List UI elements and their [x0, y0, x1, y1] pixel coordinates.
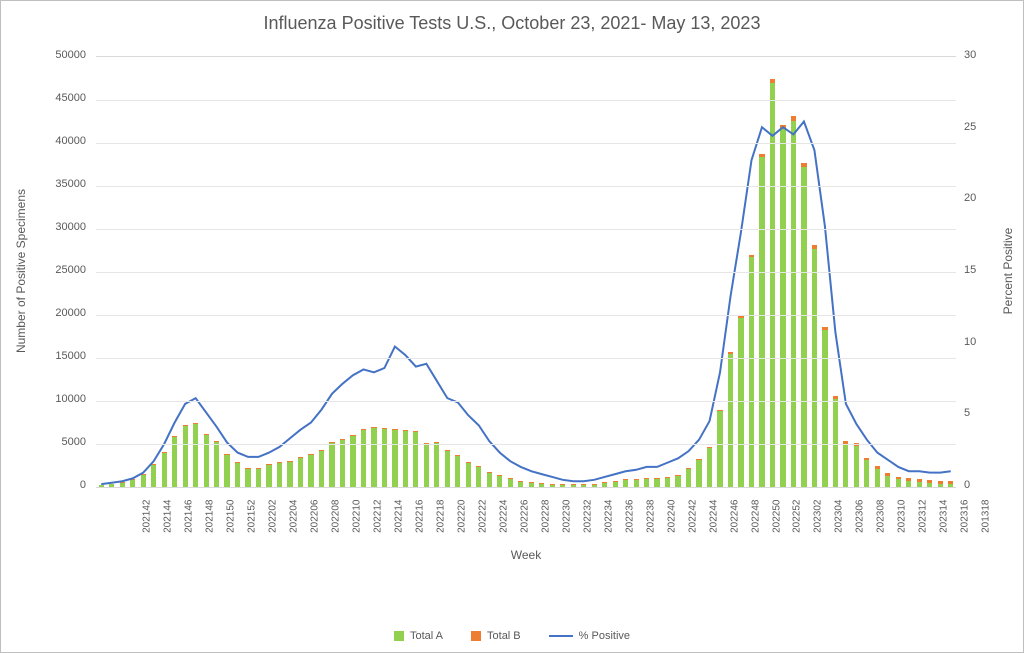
x-tick: 201318 [981, 500, 992, 550]
y-tick-left: 0 [1, 479, 86, 491]
x-tick: 202244 [708, 500, 719, 550]
x-tick: 202202 [268, 500, 279, 550]
x-tick: 202314 [939, 500, 950, 550]
x-tick: 202152 [247, 500, 258, 550]
x-tick: 202224 [498, 500, 509, 550]
x-tick: 202234 [603, 500, 614, 550]
x-axis-label: Week [96, 548, 956, 562]
x-tick: 202210 [352, 500, 363, 550]
x-tick: 202236 [624, 500, 635, 550]
x-tick: 202212 [372, 500, 383, 550]
x-tick: 202148 [205, 500, 216, 550]
x-tick: 202310 [897, 500, 908, 550]
x-tick: 202242 [687, 500, 698, 550]
y-axis-label-right: Percent Positive [1001, 228, 1015, 315]
y-tick-right: 5 [964, 407, 970, 419]
y-tick-left: 25000 [1, 264, 86, 276]
pct-positive-line [101, 122, 951, 485]
legend-swatch-total-b [471, 631, 481, 641]
y-tick-right: 20 [964, 192, 976, 204]
legend-label-pct-positive: % Positive [579, 630, 630, 642]
legend-swatch-total-a [394, 631, 404, 641]
x-tick: 202316 [960, 500, 971, 550]
x-tick: 202240 [666, 500, 677, 550]
y-tick-left: 40000 [1, 135, 86, 147]
x-tick: 202230 [561, 500, 572, 550]
y-tick-left: 30000 [1, 221, 86, 233]
x-tick: 202250 [771, 500, 782, 550]
y-tick-left: 5000 [1, 436, 86, 448]
y-tick-left: 35000 [1, 178, 86, 190]
x-tick: 202220 [456, 500, 467, 550]
legend-label-total-b: Total B [487, 630, 521, 642]
x-tick: 202252 [792, 500, 803, 550]
y-tick-left: 15000 [1, 350, 86, 362]
legend-item-pct-positive: % Positive [549, 630, 630, 642]
x-tick: 202206 [310, 500, 321, 550]
chart-title: Influenza Positive Tests U.S., October 2… [1, 13, 1023, 34]
x-tick: 202228 [540, 500, 551, 550]
x-tick: 202238 [645, 500, 656, 550]
y-tick-right: 30 [964, 49, 976, 61]
flu-chart-frame: Influenza Positive Tests U.S., October 2… [0, 0, 1024, 653]
legend: Total A Total B % Positive [1, 630, 1023, 642]
x-tick: 202204 [289, 500, 300, 550]
legend-label-total-a: Total A [410, 630, 443, 642]
y-tick-right: 15 [964, 264, 976, 276]
legend-item-total-b: Total B [471, 630, 521, 642]
x-tick: 202232 [582, 500, 593, 550]
x-tick: 202302 [813, 500, 824, 550]
x-tick: 202216 [414, 500, 425, 550]
y-tick-left: 20000 [1, 307, 86, 319]
x-tick: 202218 [435, 500, 446, 550]
x-tick: 202312 [918, 500, 929, 550]
x-tick: 202308 [876, 500, 887, 550]
x-tick: 202144 [163, 500, 174, 550]
y-tick-right: 25 [964, 121, 976, 133]
y-tick-left: 10000 [1, 393, 86, 405]
legend-swatch-line [549, 635, 573, 637]
x-tick: 202246 [729, 500, 740, 550]
y-tick-left: 45000 [1, 92, 86, 104]
x-tick: 202306 [855, 500, 866, 550]
x-tick: 202142 [142, 500, 153, 550]
legend-item-total-a: Total A [394, 630, 443, 642]
x-tick: 202208 [331, 500, 342, 550]
x-tick: 202226 [519, 500, 530, 550]
y-tick-left: 50000 [1, 49, 86, 61]
x-tick: 202222 [477, 500, 488, 550]
plot-area [96, 56, 956, 488]
x-tick: 202248 [750, 500, 761, 550]
x-tick: 202214 [393, 500, 404, 550]
y-tick-right: 0 [964, 479, 970, 491]
y-tick-right: 10 [964, 336, 976, 348]
x-tick: 202304 [834, 500, 845, 550]
x-tick: 202146 [184, 500, 195, 550]
x-tick: 202150 [226, 500, 237, 550]
